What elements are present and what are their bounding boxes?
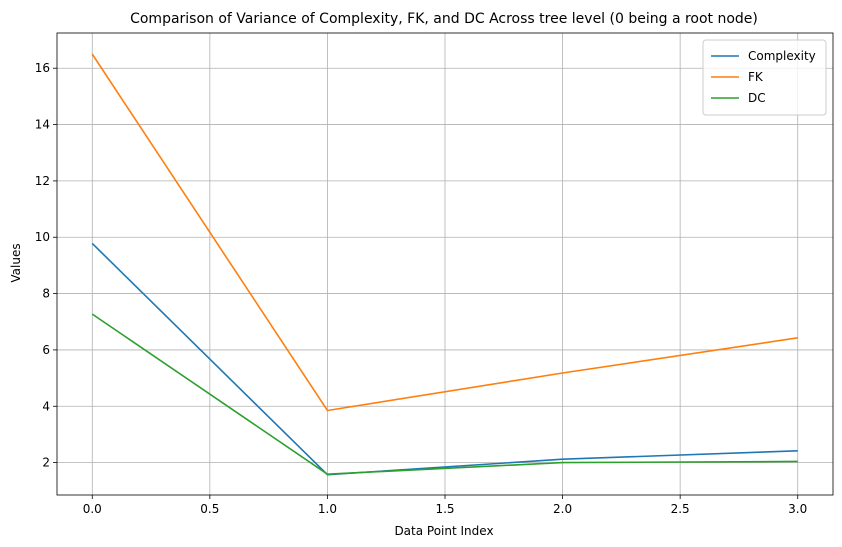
series-line-fk [91,53,798,412]
series-line-complexity [91,242,798,476]
x-tick-label: 2.5 [671,502,690,516]
y-tick-label: 12 [35,174,50,188]
y-tick-label: 14 [35,118,50,132]
x-tick-label: 2.0 [553,502,572,516]
y-axis-label: Values [9,243,23,282]
legend: Complexity FK DC [702,39,827,116]
legend-label-complexity: Complexity [748,49,816,63]
legend-frame [702,39,827,116]
y-axis-ticks: 2 4 6 8 10 12 14 16 [35,61,57,470]
x-axis-ticks: 0.0 0.5 1.0 1.5 2.0 2.5 3.0 [83,495,807,516]
grid [57,33,833,495]
legend-label-fk: FK [748,70,764,84]
x-tick-label: 1.5 [435,502,454,516]
x-axis-label: Data Point Index [394,524,493,538]
y-tick-label: 10 [35,230,50,244]
series-line-dc [91,313,798,475]
series-lines [91,53,798,476]
x-tick-label: 3.0 [788,502,807,516]
x-tick-label: 0.5 [200,502,219,516]
x-tick-label: 0.0 [83,502,102,516]
y-tick-label: 4 [42,399,50,413]
y-tick-label: 6 [42,343,50,357]
y-tick-label: 8 [42,287,50,301]
y-tick-label: 2 [42,456,50,470]
chart-title: Comparison of Variance of Complexity, FK… [130,11,758,27]
y-tick-label: 16 [35,61,50,75]
legend-label-dc: DC [748,91,766,105]
x-tick-label: 1.0 [318,502,337,516]
